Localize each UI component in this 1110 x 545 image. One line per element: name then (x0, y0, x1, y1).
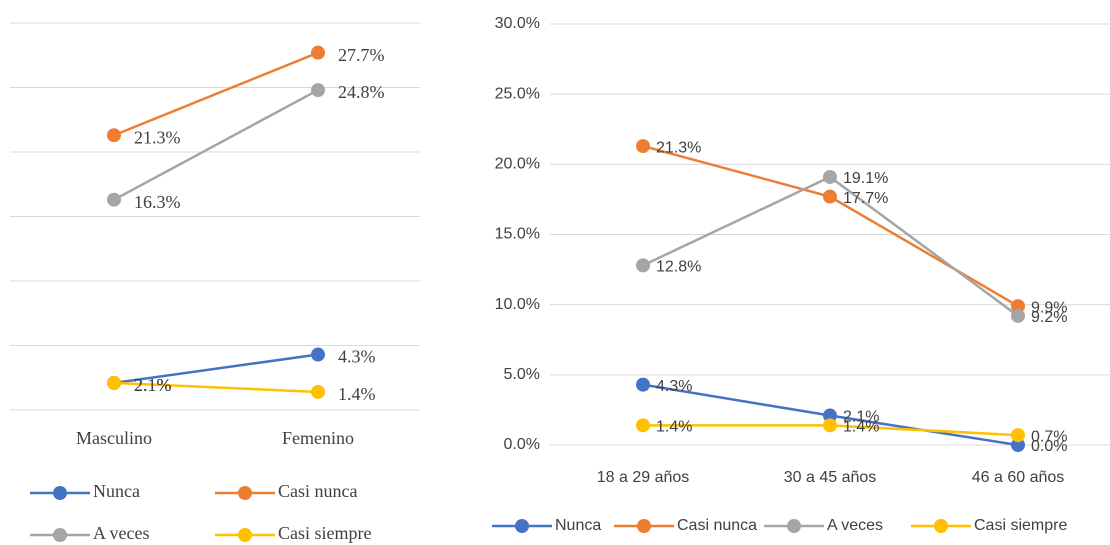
x-tick-label: 30 a 45 años (784, 469, 877, 486)
data-label: 1.4% (656, 419, 692, 436)
data-label: 2.1% (843, 409, 879, 426)
data-label: 24.8% (338, 82, 385, 102)
series-line (113, 51, 319, 137)
chart-left: Masculino Femenino 2.1% 4.3% 21.3% 27.7% 16.3%… (10, 22, 420, 543)
data-label: 4.3% (338, 347, 376, 367)
x-tick-label: Masculino (76, 428, 152, 448)
legend-marker (238, 486, 252, 500)
legend-label: A veces (93, 523, 149, 543)
data-label: 21.3% (134, 127, 181, 147)
legend-marker (238, 528, 252, 542)
legend-label: Casi nunca (278, 481, 357, 501)
data-label: 21.3% (656, 139, 701, 156)
marker (823, 169, 837, 184)
marker (1011, 428, 1025, 443)
marker (311, 83, 325, 98)
data-label: 16.3% (134, 192, 181, 212)
y-tick-label: 0.0% (504, 436, 540, 453)
marker (1011, 438, 1025, 452)
marker (311, 384, 325, 399)
y-tick-label: 25.0% (495, 85, 540, 102)
chart-right: 0.0% 5.0% 10.0% 15.0% 20.0% 25.0% 30.0% 18 a 29… (492, 15, 1110, 534)
y-tick-label: 10.0% (495, 296, 540, 313)
data-label: 2.1% (134, 375, 172, 395)
marker (107, 128, 121, 143)
x-tick-label: 18 a 29 años (597, 469, 690, 486)
marker (636, 139, 650, 154)
legend-label: Nunca (555, 517, 601, 534)
data-label: 9.2% (1031, 309, 1067, 326)
legend-marker (934, 519, 948, 533)
series-line (113, 381, 319, 394)
marker (823, 408, 837, 423)
legend-marker (787, 519, 801, 533)
marker (1011, 299, 1025, 314)
data-label: 2.1% (134, 375, 172, 395)
marker (311, 45, 325, 60)
data-label: 1.4% (338, 384, 376, 404)
legend-marker (53, 528, 67, 542)
series-line (113, 353, 319, 385)
legend-label: Casi nunca (677, 517, 757, 534)
data-label: 0.7% (1031, 428, 1067, 445)
marker (823, 189, 837, 204)
marker (311, 347, 325, 362)
marker (636, 377, 650, 392)
series-line (113, 88, 319, 201)
marker (636, 418, 650, 433)
legend-label: A veces (827, 517, 883, 534)
legend-marker (53, 486, 67, 500)
marker (107, 192, 121, 207)
x-tick-label: 46 a 60 años (972, 469, 1065, 486)
legend-label: Nunca (93, 481, 140, 501)
legend-label: Casi siempre (974, 517, 1067, 534)
data-label: 19.1% (843, 170, 888, 187)
marker (107, 375, 121, 390)
data-label: 0.0% (1031, 438, 1067, 455)
data-label: 9.9% (1031, 299, 1067, 316)
y-tick-label: 20.0% (495, 156, 540, 173)
data-label: 12.8% (656, 259, 701, 276)
marker (636, 258, 650, 273)
legend-marker (637, 519, 651, 533)
data-label: 4.3% (656, 378, 692, 395)
data-label: 17.7% (843, 190, 888, 207)
x-tick-label: Femenino (282, 428, 354, 448)
data-label: 27.7% (338, 45, 385, 65)
data-label: 1.4% (843, 419, 879, 436)
marker (823, 418, 837, 433)
marker (1011, 308, 1025, 323)
y-tick-label: 15.0% (495, 226, 540, 243)
y-tick-label: 30.0% (495, 15, 540, 32)
legend-marker (515, 519, 529, 533)
legend-label: Casi siempre (278, 523, 371, 543)
y-tick-label: 5.0% (504, 366, 540, 383)
